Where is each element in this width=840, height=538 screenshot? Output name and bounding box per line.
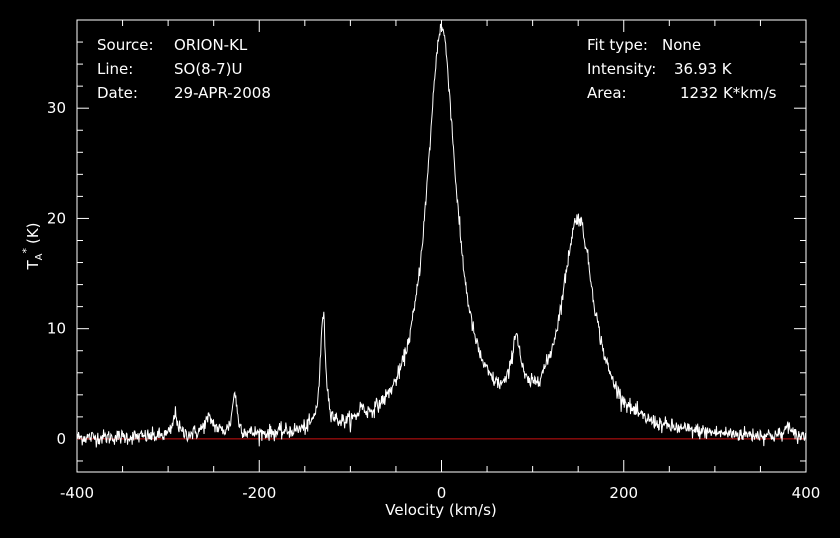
info-intensity-key: Intensity: [587, 60, 656, 78]
info-source-value: ORION-KL [174, 36, 248, 54]
y-tick-label: 30 [47, 99, 66, 117]
x-tick-label: -200 [242, 484, 276, 502]
y-axis-label-text: TA* (K) [20, 222, 45, 270]
y-axis-label-sub: A [34, 253, 45, 260]
info-right: Fit type: None Intensity: 36.93 K Area: … [587, 36, 777, 102]
x-tick-label: 0 [437, 484, 447, 502]
y-tick-label: 0 [56, 430, 66, 448]
y-tick-label: 10 [47, 320, 66, 338]
y-tick-label: 20 [47, 209, 66, 227]
x-tick-label: 400 [792, 484, 821, 502]
spectrum-trace [76, 23, 807, 448]
info-area-key: Area: [587, 84, 627, 102]
info-source-key: Source: [97, 36, 154, 54]
info-date-value: 29-APR-2008 [174, 84, 271, 102]
x-tick-label: 200 [609, 484, 638, 502]
info-line-value: SO(8-7)U [174, 60, 243, 78]
y-axis-label-main: T [24, 260, 42, 271]
x-tick-label: -400 [60, 484, 94, 502]
y-axis-label: TA* (K) [20, 222, 45, 270]
info-intensity-value: 36.93 K [674, 60, 733, 78]
info-line-key: Line: [97, 60, 133, 78]
x-axis-label: Velocity (km/s) [385, 501, 496, 519]
info-date-key: Date: [97, 84, 138, 102]
axis-ticks [76, 19, 807, 472]
y-axis-label-sup: * [20, 248, 33, 254]
y-axis-label-unit: (K) [24, 222, 42, 244]
info-fit-type-key: Fit type: [587, 36, 648, 54]
axis-tick-labels: -400 -200 0 200 400 0 10 20 30 [47, 99, 820, 502]
info-left: Source: ORION-KL Line: SO(8-7)U Date: 29… [97, 36, 271, 102]
info-fit-type-value: None [662, 36, 701, 54]
info-area-value: 1232 K*km/s [680, 84, 777, 102]
